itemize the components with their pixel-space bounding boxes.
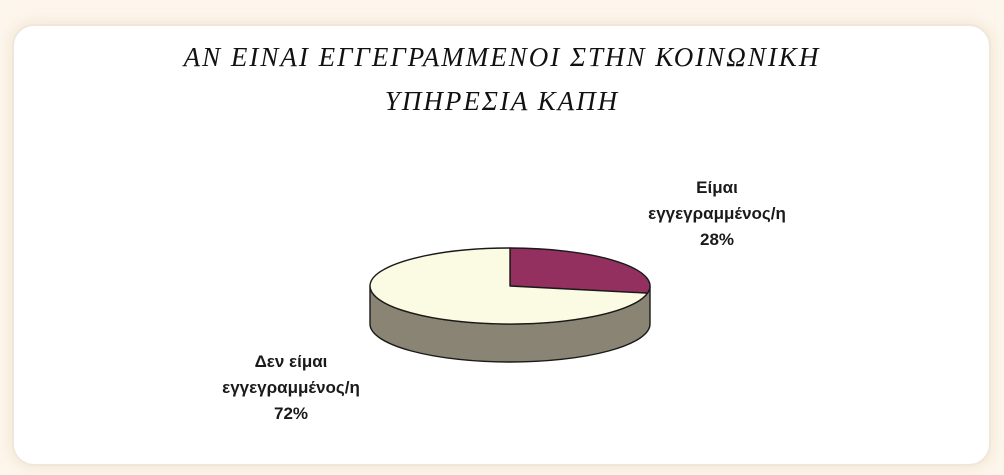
slice-label-not-registered-line-1: Δεν είμαι: [254, 352, 328, 371]
chart-title-line-1: ΑΝ ΕΙΝΑΙ ΕΓΓΕΓΡΑΜΜΕΝΟΙ ΣΤΗΝ ΚΟΙΝΩΝΙΚΗ: [183, 42, 821, 72]
chart-panel: [12, 24, 991, 466]
slice-label-not-registered-percent: 72%: [273, 404, 309, 423]
slice-label-registered-line-1: Είμαι: [696, 178, 738, 197]
slice-label-registered: Είμαι εγγεγραμμένος/η 28%: [612, 175, 822, 253]
pie-slice-0: [509, 247, 651, 294]
chart-title-line-2: ΥΠΗΡΕΣΙΑ ΚΑΠΗ: [384, 86, 620, 116]
slice-label-not-registered-line-2: εγγεγραμμένος/η: [222, 378, 360, 397]
slice-label-registered-line-2: εγγεγραμμένος/η: [648, 204, 786, 223]
slice-label-registered-percent: 28%: [699, 230, 735, 249]
slice-label-not-registered: Δεν είμαι εγγεγραμμένος/η 72%: [186, 349, 396, 427]
pie-slice-1: [369, 247, 649, 325]
